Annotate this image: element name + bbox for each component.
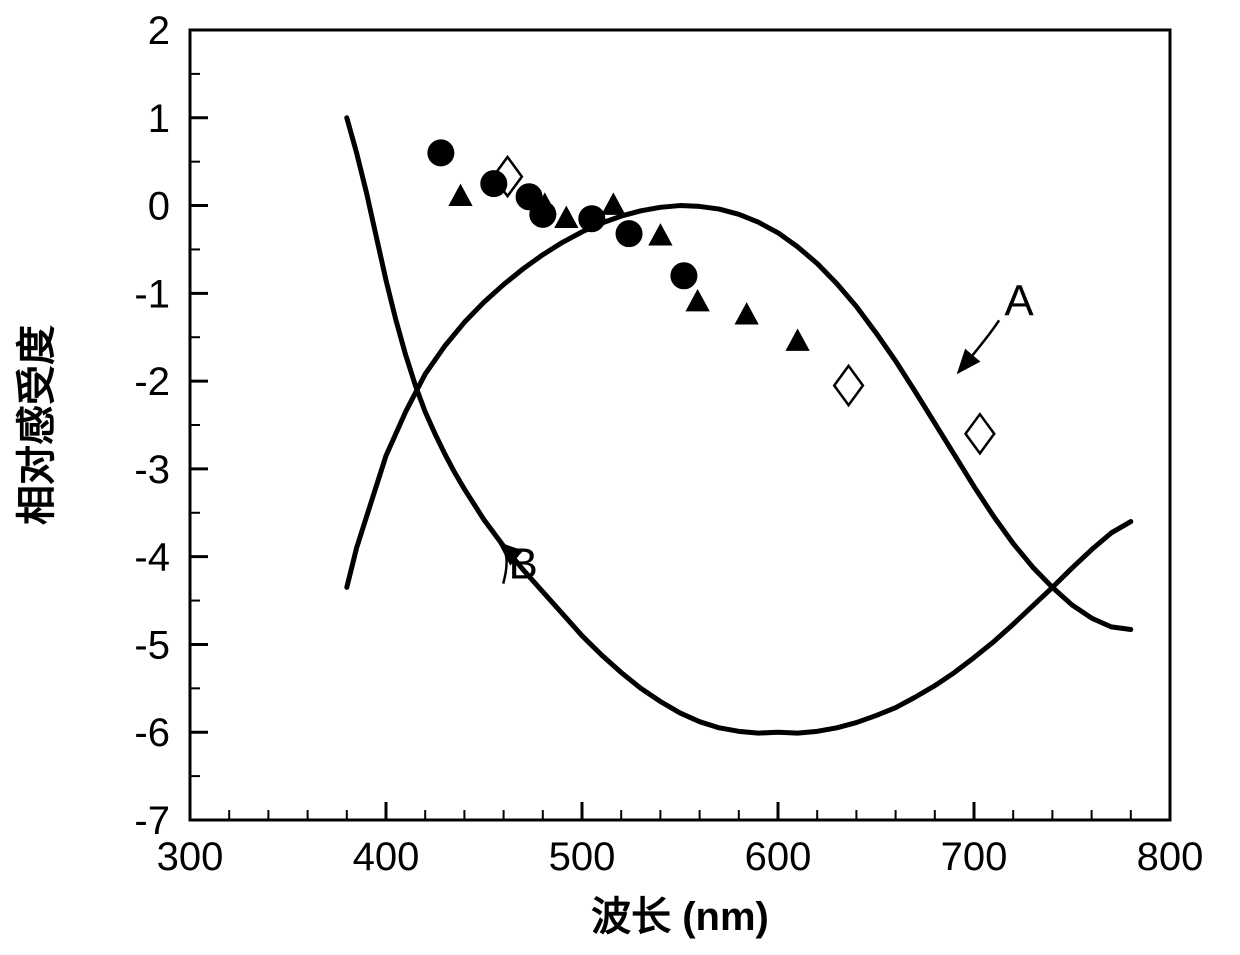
x-tick-label: 800 bbox=[1137, 835, 1204, 879]
chart-svg: 300400500600700800-7-6-5-4-3-2-1012波长 (n… bbox=[0, 0, 1240, 955]
chart-container: 300400500600700800-7-6-5-4-3-2-1012波长 (n… bbox=[0, 0, 1240, 955]
y-axis-label: 相对感受度 bbox=[15, 325, 59, 525]
curve-b-label: B bbox=[509, 540, 538, 589]
marker-circle bbox=[428, 140, 454, 166]
x-tick-label: 400 bbox=[353, 835, 420, 879]
y-tick-label: 0 bbox=[148, 185, 170, 229]
x-tick-label: 600 bbox=[745, 835, 812, 879]
y-tick-label: 2 bbox=[148, 9, 170, 53]
y-tick-label: -2 bbox=[134, 360, 170, 404]
marker-circle bbox=[616, 221, 642, 247]
marker-circle bbox=[671, 263, 697, 289]
marker-circle bbox=[579, 206, 605, 232]
x-axis-label: 波长 (nm) bbox=[591, 895, 769, 939]
y-tick-label: -4 bbox=[134, 536, 170, 580]
y-tick-label: -7 bbox=[134, 799, 170, 843]
curve-a-label: A bbox=[1004, 276, 1034, 325]
y-tick-label: -5 bbox=[134, 623, 170, 667]
y-tick-label: -1 bbox=[134, 272, 170, 316]
x-tick-label: 700 bbox=[941, 835, 1008, 879]
y-tick-label: -6 bbox=[134, 711, 170, 755]
y-tick-label: 1 bbox=[148, 97, 170, 141]
y-tick-label: -3 bbox=[134, 448, 170, 492]
x-tick-label: 500 bbox=[549, 835, 616, 879]
